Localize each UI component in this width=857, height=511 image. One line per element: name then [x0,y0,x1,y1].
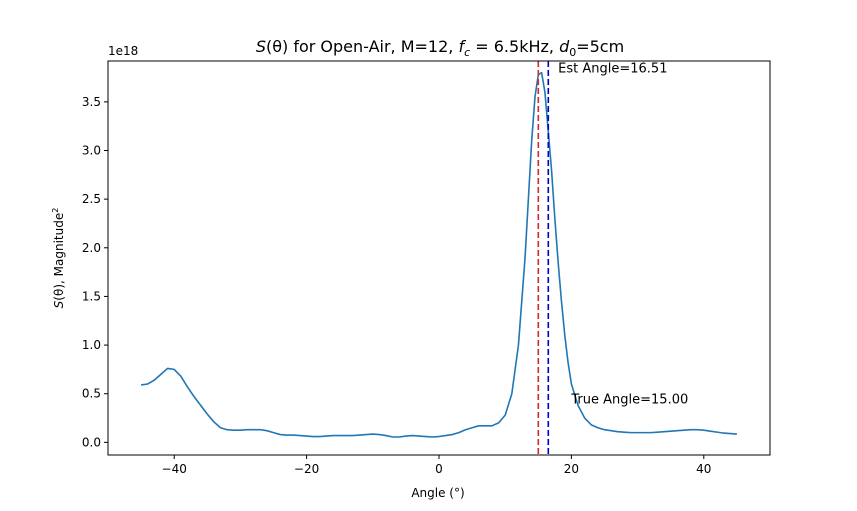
title-d-sub: 0 [569,46,576,59]
title-s: S [256,37,266,56]
y-tick-label-1: 0.5 [82,387,101,401]
y-tick-label-3: 1.5 [82,289,101,303]
x-tick-label-4: 40 [696,462,711,476]
x-tick-label-1: −20 [294,462,319,476]
y-tick-label-5: 2.5 [82,192,101,206]
axes-frame [107,60,771,456]
y-tick-label-0: 0.0 [82,435,101,449]
y-tick-label-4: 2.0 [82,241,101,255]
y-tick-label-2: 1.0 [82,338,101,352]
y-axis-label: S(θ), Magnitude2 [51,208,66,309]
offset-text: 1e18 [108,44,138,58]
plot-area: Est Angle=16.51 True Angle=15.00 [140,61,737,455]
ylabel-s: S [52,300,66,308]
title-mid: for Open-Air, M=12, [288,37,458,56]
title-d: d [559,37,570,56]
chart-title: S(θ) for Open-Air, M=12, fc = 6.5kHz, d0… [256,37,624,59]
series-line-0 [140,71,737,438]
x-tick-label-0: −40 [162,462,187,476]
y-axis: 0.0 0.5 1.0 1.5 2.0 2.5 3.0 3.5 [82,95,108,449]
title-f-sub: c [464,46,470,59]
y-tick-label-6: 3.0 [82,144,101,158]
x-tick-label-2: 0 [435,462,443,476]
title-d-eq: =5cm [576,37,624,56]
x-axis-label: Angle (°) [411,486,464,500]
y-tick-label-7: 3.5 [82,95,101,109]
ylabel-rest: (θ), Magnitude [52,213,66,301]
title-f: f [458,37,466,56]
annotation-1: True Angle=15.00 [570,392,688,407]
annotation-0: Est Angle=16.51 [558,62,667,77]
title-theta: (θ) [266,37,288,56]
title-f-eq: = 6.5kHz, [470,37,559,56]
x-tick-label-3: 20 [564,462,579,476]
ylabel-sup: 2 [51,208,60,213]
x-axis: −40 −20 0 20 40 [162,455,711,476]
